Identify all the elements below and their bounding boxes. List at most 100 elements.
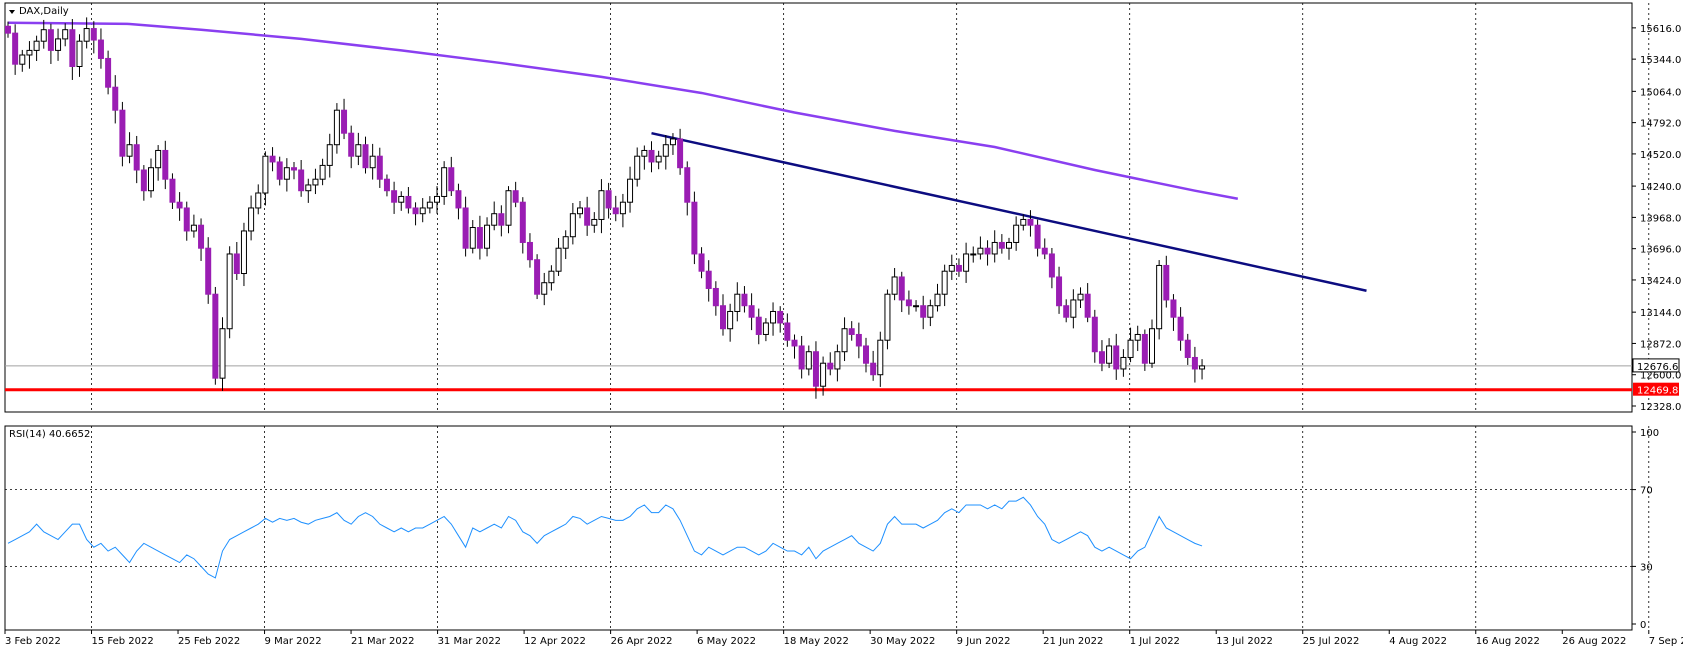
candle	[1034, 219, 1041, 257]
candle	[884, 289, 891, 350]
price-tags: 12676.6 12469.8	[1632, 358, 1680, 397]
candle	[684, 161, 691, 216]
rsi-line	[7, 496, 1203, 579]
y-tick-label: 13968.0	[1640, 213, 1681, 224]
candle	[1163, 255, 1170, 308]
x-tick-label: 13 Jul 2022	[1216, 636, 1273, 647]
candle	[641, 145, 648, 170]
candle	[1156, 260, 1163, 340]
candle	[534, 254, 541, 300]
descending-trendline	[651, 131, 1367, 292]
candle	[83, 17, 90, 49]
candle	[770, 302, 777, 336]
candle	[176, 192, 183, 221]
candle	[383, 174, 390, 197]
candle	[712, 281, 719, 316]
candle	[734, 282, 741, 322]
y-tick-label: 12328.0	[1640, 402, 1681, 413]
candle	[1077, 287, 1084, 309]
candle	[569, 203, 576, 245]
svg-text:12676.6: 12676.6	[1637, 362, 1678, 373]
candlesticks	[5, 17, 1206, 399]
candle	[1177, 307, 1184, 351]
candle	[312, 168, 319, 195]
candle	[1027, 210, 1034, 237]
candle	[305, 178, 312, 203]
candle	[669, 133, 676, 155]
candle	[519, 197, 526, 254]
candle	[226, 246, 233, 339]
x-tick-label: 30 May 2022	[870, 636, 935, 647]
candle	[1120, 349, 1127, 377]
x-tick-label: 18 May 2022	[784, 636, 849, 647]
candle	[727, 303, 734, 342]
candle	[12, 24, 19, 75]
rsi-pane[interactable]: 100 70 30 0 RSI(14) 40.6652	[4, 425, 1659, 631]
candle	[820, 356, 827, 396]
triangle-down-icon[interactable]	[9, 10, 15, 14]
price-pane[interactable]: 15616.0 15344.0 15064.0 14792.0 14520.0 14240…	[4, 2, 1681, 413]
candle	[434, 186, 440, 214]
candle	[648, 141, 655, 173]
x-tick-label: 25 Jul 2022	[1303, 636, 1360, 647]
candle	[326, 133, 333, 178]
candle	[1199, 359, 1206, 380]
chart-title-group[interactable]: DAX,Daily	[9, 6, 69, 17]
candle	[469, 220, 476, 254]
moving-average-line	[7, 21, 1239, 200]
candle	[1184, 333, 1191, 365]
candle	[1141, 329, 1148, 371]
candle	[505, 186, 512, 234]
x-tick-label: 3 Feb 2022	[5, 636, 61, 647]
rsi-axis: 100 70 30 0	[1632, 428, 1659, 631]
x-tick-label: 26 Aug 2022	[1562, 636, 1626, 647]
x-tick-label: 21 Jun 2022	[1043, 636, 1103, 647]
candle	[319, 158, 326, 186]
current-price-tag: 12676.6	[1632, 358, 1680, 373]
candle	[33, 35, 40, 61]
x-tick-label: 31 Mar 2022	[438, 636, 501, 647]
y-tick-label: 15616.0	[1640, 24, 1681, 35]
y-tick-label: 13424.0	[1640, 276, 1681, 287]
candle	[934, 283, 941, 312]
candle	[219, 317, 226, 391]
candle	[827, 352, 834, 376]
candle	[169, 173, 176, 209]
y-tick-label: 12600.0	[1640, 371, 1681, 382]
candle	[941, 264, 948, 307]
candle	[984, 240, 991, 266]
x-tick-label: 9 Mar 2022	[265, 636, 322, 647]
rsi-levels	[5, 489, 1632, 567]
x-tick-label: 9 Jun 2022	[957, 636, 1011, 647]
candle	[691, 191, 698, 265]
candle	[47, 23, 54, 64]
svg-text:12469.8: 12469.8	[1637, 386, 1678, 397]
candle	[405, 187, 412, 214]
candle	[812, 341, 819, 399]
candle	[205, 237, 212, 304]
candle	[155, 145, 162, 181]
candle	[1170, 294, 1177, 331]
candle	[1098, 340, 1105, 372]
candle	[448, 156, 455, 196]
candle	[1113, 333, 1120, 380]
x-tick-label: 26 Apr 2022	[611, 636, 673, 647]
candle	[233, 242, 240, 280]
candle	[369, 143, 376, 180]
candle	[1056, 266, 1063, 314]
candle	[1191, 346, 1198, 383]
candle	[848, 321, 855, 341]
candle	[834, 344, 841, 382]
candle	[133, 135, 140, 184]
candle	[677, 128, 684, 175]
candle	[548, 265, 555, 291]
candle	[634, 147, 641, 187]
x-tick-label: 25 Feb 2022	[178, 636, 240, 647]
candle	[1106, 338, 1113, 369]
candle	[577, 201, 583, 219]
candle	[198, 218, 205, 261]
candle	[948, 254, 955, 280]
candle	[612, 195, 619, 222]
candle	[5, 21, 11, 38]
